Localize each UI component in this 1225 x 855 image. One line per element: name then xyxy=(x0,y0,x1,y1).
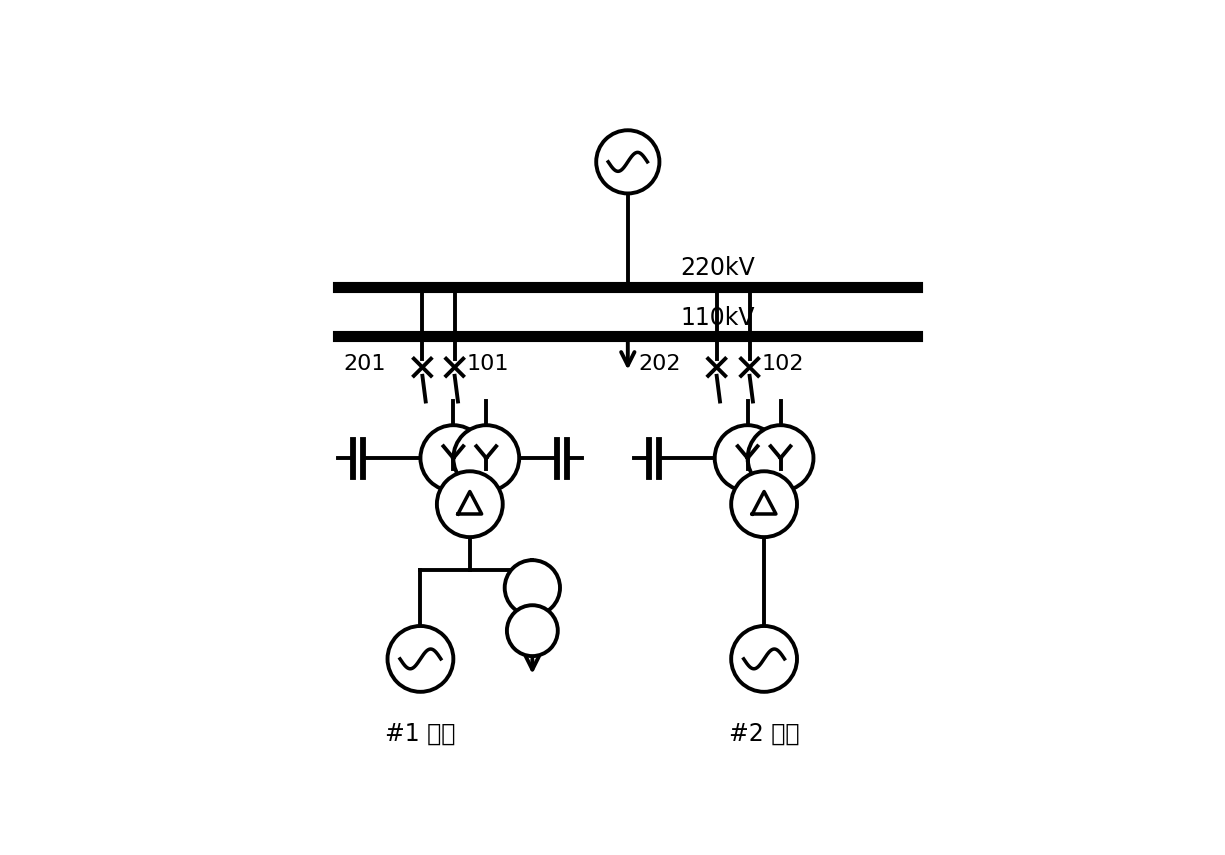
Circle shape xyxy=(714,425,780,491)
Circle shape xyxy=(747,425,813,491)
Text: 110kV: 110kV xyxy=(680,306,755,330)
Text: 201: 201 xyxy=(344,354,386,374)
Text: 102: 102 xyxy=(762,354,804,374)
Text: 101: 101 xyxy=(467,354,510,374)
Circle shape xyxy=(597,130,659,193)
Circle shape xyxy=(437,471,502,537)
Circle shape xyxy=(731,626,797,692)
Circle shape xyxy=(420,425,486,491)
Text: #2 机组: #2 机组 xyxy=(729,722,800,746)
Circle shape xyxy=(453,425,519,491)
Text: 220kV: 220kV xyxy=(680,256,756,280)
Text: #1 机组: #1 机组 xyxy=(385,722,456,746)
Text: 202: 202 xyxy=(638,354,680,374)
Circle shape xyxy=(505,560,560,616)
Circle shape xyxy=(387,626,453,692)
Circle shape xyxy=(731,471,797,537)
Circle shape xyxy=(507,605,557,656)
